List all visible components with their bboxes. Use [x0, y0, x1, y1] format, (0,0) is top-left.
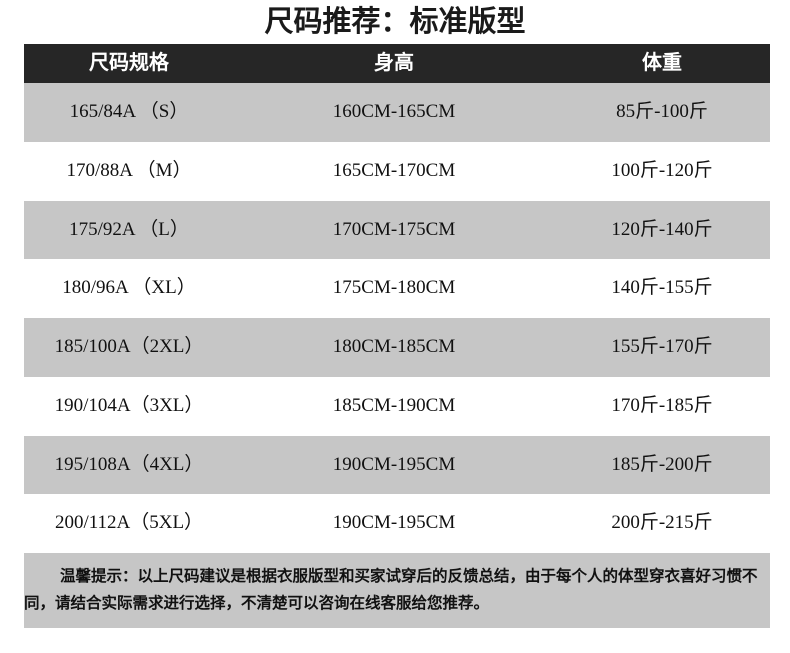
cell-weight: 155斤-170斤: [611, 336, 713, 357]
cell-weight: 170斤-185斤: [611, 394, 713, 416]
cell-size: 190/104A（3XL）: [54, 394, 204, 416]
cell-height: 190CM-195CM: [332, 512, 456, 534]
cell-weight: 100斤-120斤: [611, 159, 713, 181]
cell-weight: 185斤-200斤: [611, 453, 713, 475]
cell-size: 185/100A（2XL）: [54, 336, 204, 357]
cell-size: 165/84A （S）: [69, 101, 189, 122]
header-weight: 体重: [642, 52, 682, 74]
table-row: 175/92A （L） 170CM-175CM 120斤-140斤: [24, 200, 770, 260]
table-row: 180/96A （XL） 175CM-180CM 140斤-155斤: [24, 259, 770, 318]
cell-size: 170/88A （M）: [66, 159, 192, 181]
header-height: 身高: [374, 52, 414, 74]
tip-note: 温馨提示：以上尺码建议是根据衣服版型和买家试穿后的反馈总结，由于每个人的体型穿衣…: [24, 553, 770, 628]
header-size: 尺码规格: [89, 52, 169, 74]
table-row: 185/100A（2XL） 180CM-185CM 155斤-170斤: [24, 318, 770, 377]
table-row: 190/104A（3XL） 185CM-190CM 170斤-185斤: [24, 377, 770, 436]
page-title: 尺码推荐：标准版型: [264, 6, 526, 38]
cell-size: 180/96A （XL）: [62, 277, 196, 299]
cell-weight: 200斤-215斤: [611, 512, 713, 534]
cell-height: 175CM-180CM: [332, 277, 456, 299]
cell-height: 180CM-185CM: [332, 336, 456, 357]
cell-height: 185CM-190CM: [332, 394, 456, 416]
size-table: 尺码规格 身高 体重 165/84A （S） 160CM-165CM 85斤-100…: [24, 44, 770, 553]
cell-height: 190CM-195CM: [332, 453, 456, 475]
table-row: 195/108A（4XL） 190CM-195CM 185斤-200斤: [24, 435, 770, 495]
cell-weight: 120斤-140斤: [611, 218, 713, 240]
cell-height: 170CM-175CM: [332, 218, 456, 240]
cell-height: 165CM-170CM: [332, 159, 456, 181]
table-row: 200/112A（5XL） 190CM-195CM 200斤-215斤: [24, 494, 770, 553]
table-row: 170/88A （M） 165CM-170CM 100斤-120斤: [24, 142, 770, 201]
table-row: 165/84A （S） 160CM-165CM 85斤-100斤: [24, 83, 770, 142]
cell-size: 195/108A（4XL）: [54, 453, 204, 475]
cell-height: 160CM-165CM: [332, 101, 456, 122]
cell-size: 175/92A （L）: [69, 218, 189, 240]
cell-weight: 85斤-100斤: [616, 101, 708, 122]
cell-weight: 140斤-155斤: [611, 277, 713, 299]
table-header: 尺码规格 身高 体重: [24, 44, 770, 83]
cell-size: 200/112A（5XL）: [54, 512, 204, 534]
